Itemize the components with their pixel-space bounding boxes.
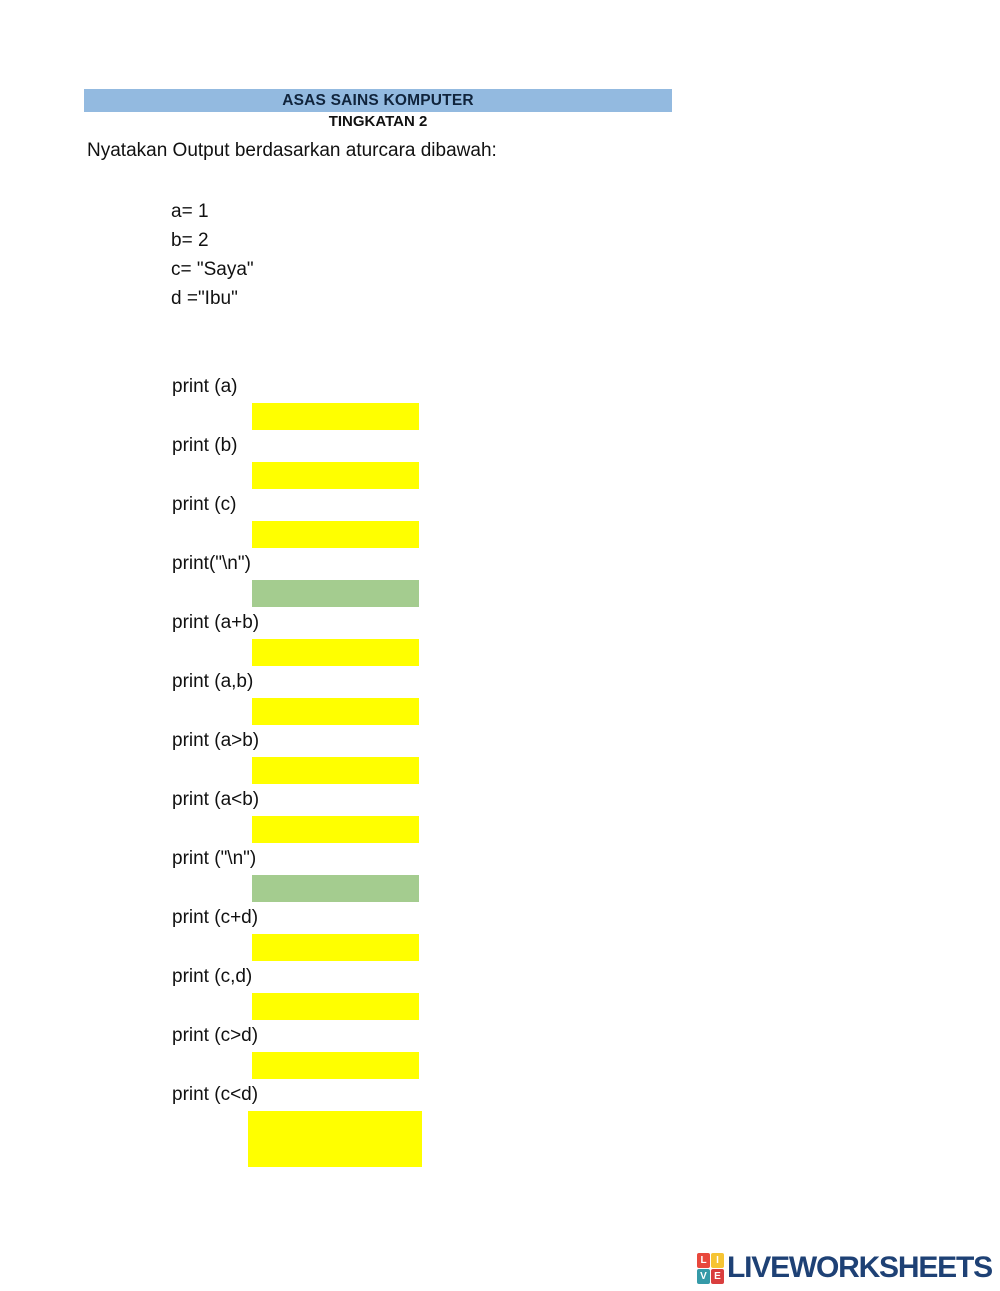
logo-tile-i: I — [711, 1252, 724, 1268]
worksheet-subtitle: TINGKATAN 2 — [328, 113, 428, 130]
instruction-text: Nyatakan Output berdasarkan aturcara dib… — [87, 140, 497, 161]
print-statement-label: print (c+d) — [172, 907, 259, 928]
print-item-row: print (a) — [172, 374, 572, 433]
print-item-row: print (c>d) — [172, 1023, 572, 1082]
answer-input-box[interactable] — [252, 580, 419, 607]
answer-input-box[interactable] — [252, 816, 419, 843]
print-statement-label: print (b) — [172, 435, 238, 456]
logo-tile-l: L — [697, 1252, 710, 1268]
print-statement-label: print (c>d) — [172, 1025, 259, 1046]
answer-input-box[interactable] — [252, 993, 419, 1020]
answer-input-box[interactable] — [248, 1111, 422, 1167]
print-statement-label: print (c,d) — [172, 966, 253, 987]
code-line: a= 1 — [171, 201, 209, 222]
print-statement-label: print("\n") — [172, 553, 251, 574]
print-statement-label: print (a>b) — [172, 730, 260, 751]
answer-input-box[interactable] — [252, 639, 419, 666]
print-item-row: print (c+d) — [172, 905, 572, 964]
print-item-row: print("\n") — [172, 551, 572, 610]
print-item-row: print (a,b) — [172, 669, 572, 728]
print-statement-label: print (c) — [172, 494, 237, 515]
print-statement-label: print (a+b) — [172, 612, 260, 633]
print-item-row: print ("\n") — [172, 846, 572, 905]
liveworksheets-wordmark: LIVEWORKSHEETS — [727, 1251, 993, 1284]
code-line: b= 2 — [171, 230, 209, 251]
answer-input-box[interactable] — [252, 698, 419, 725]
print-item-row: print (c<d) — [172, 1082, 572, 1170]
logo-tile-e: E — [711, 1268, 724, 1284]
print-item-row: print (a<b) — [172, 787, 572, 846]
print-item-row: print (b) — [172, 433, 572, 492]
worksheet-title: ASAS SAINS KOMPUTER — [282, 92, 474, 109]
answer-input-box[interactable] — [252, 403, 419, 430]
code-block: a= 1 b= 2 c= "Saya" d ="Ibu" — [171, 197, 254, 313]
code-line: c= "Saya" — [171, 259, 254, 280]
worksheet-title-bar: ASAS SAINS KOMPUTER — [84, 89, 672, 112]
print-statement-label: print (c<d) — [172, 1084, 259, 1105]
print-items-list: print (a) print (b) print (c) print("\n") pr… — [172, 374, 572, 1170]
print-statement-label: print (a,b) — [172, 671, 254, 692]
answer-input-box[interactable] — [252, 757, 419, 784]
answer-input-box[interactable] — [252, 1052, 419, 1079]
print-statement-label: print (a) — [172, 376, 238, 397]
answer-input-box[interactable] — [252, 462, 419, 489]
answer-input-box[interactable] — [252, 521, 419, 548]
print-statement-label: print ("\n") — [172, 848, 257, 869]
answer-input-box[interactable] — [252, 934, 419, 961]
print-statement-label: print (a<b) — [172, 789, 260, 810]
print-item-row: print (a>b) — [172, 728, 572, 787]
code-line: d ="Ibu" — [171, 288, 238, 309]
print-item-row: print (c) — [172, 492, 572, 551]
logo-tile-v: V — [697, 1268, 710, 1284]
answer-input-box[interactable] — [252, 875, 419, 902]
print-item-row: print (c,d) — [172, 964, 572, 1023]
print-item-row: print (a+b) — [172, 610, 572, 669]
